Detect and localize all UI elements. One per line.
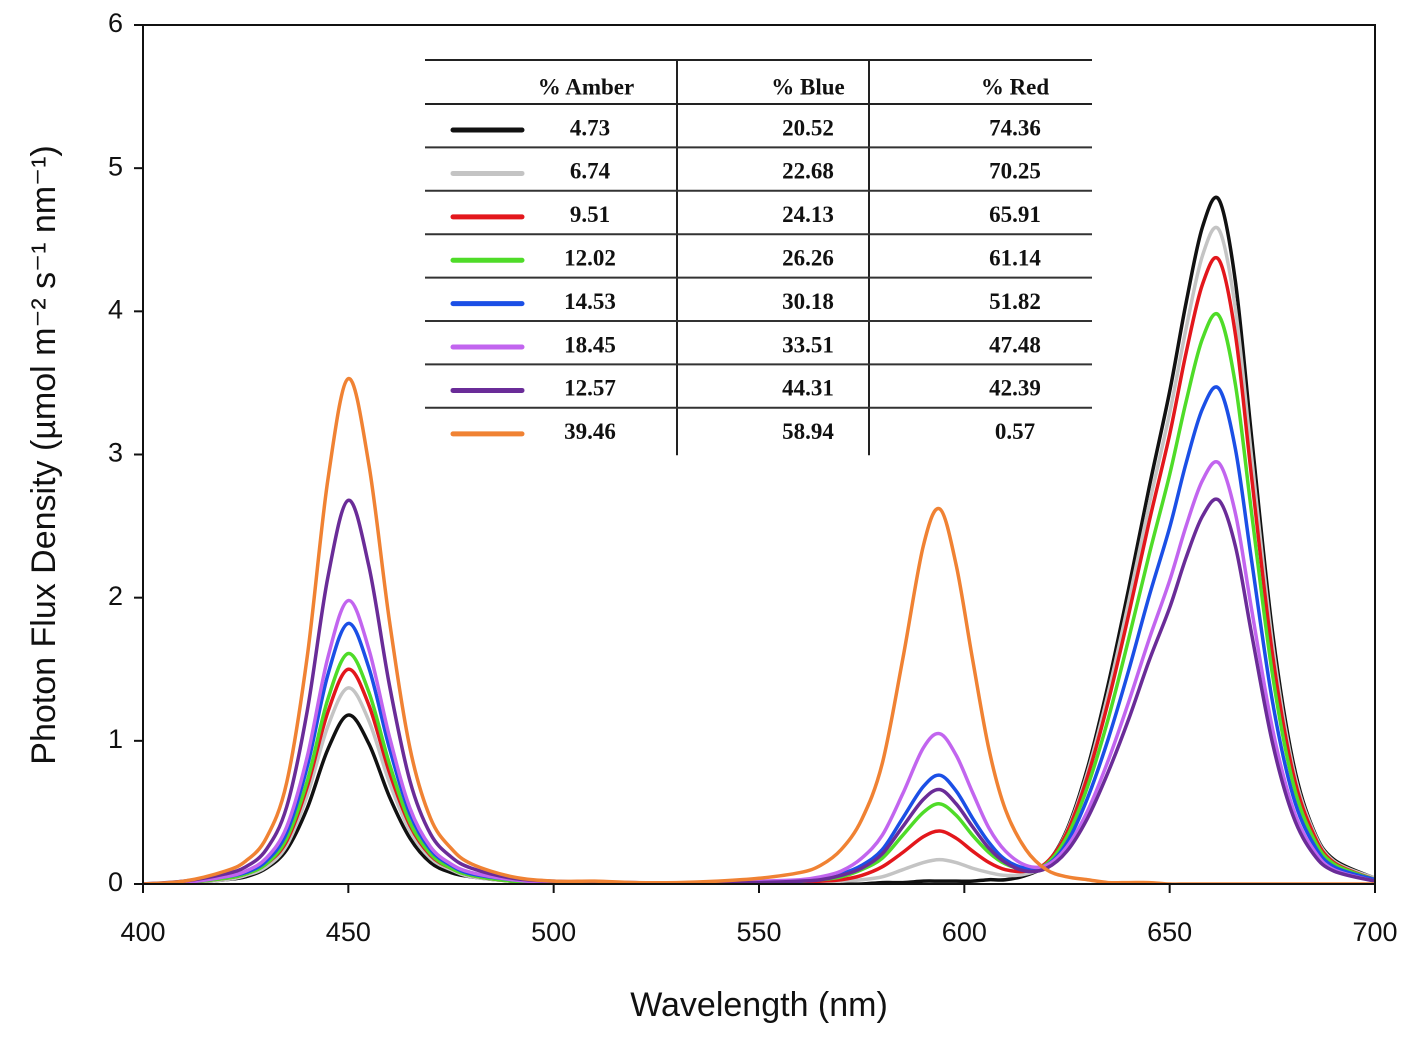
legend-value: 14.53 xyxy=(564,289,616,314)
legend-value: 39.46 xyxy=(564,419,616,444)
legend-value: 70.25 xyxy=(989,159,1041,184)
y-tick-label: 2 xyxy=(108,581,123,611)
legend-value: 30.18 xyxy=(782,289,834,314)
legend-value: 12.57 xyxy=(564,376,616,401)
spectrum-line xyxy=(143,497,1375,884)
x-tick-label: 700 xyxy=(1352,917,1397,947)
x-tick-label: 650 xyxy=(1147,917,1192,947)
x-tick-label: 550 xyxy=(736,917,781,947)
legend-value: 33.51 xyxy=(782,332,834,357)
plot-lines xyxy=(143,195,1375,884)
legend-table: % Amber % Blue % Red 4.73 20.52 74.36 6.74 22.6… xyxy=(425,59,1092,456)
legend-value: 6.74 xyxy=(570,159,611,184)
spectrum-line xyxy=(143,312,1375,884)
legend-value: 44.31 xyxy=(782,376,834,401)
spectrum-line xyxy=(143,256,1375,884)
x-tick-label: 400 xyxy=(120,917,165,947)
legend-value: 26.26 xyxy=(782,246,834,271)
spectrum-line xyxy=(143,460,1375,884)
legend-value: 22.68 xyxy=(782,159,834,184)
legend-value: 18.45 xyxy=(564,332,616,357)
y-tick-label: 0 xyxy=(108,867,123,897)
y-tick-label: 5 xyxy=(108,151,123,181)
legend-value: 51.82 xyxy=(989,289,1041,314)
spectrum-line xyxy=(143,195,1375,884)
y-tick-label: 1 xyxy=(108,724,123,754)
legend-value: 74.36 xyxy=(989,115,1041,140)
x-tick-label: 600 xyxy=(942,917,987,947)
y-axis-label: Photon Flux Density (µmol m⁻² s⁻¹ nm⁻¹) xyxy=(25,145,63,764)
legend-value: 58.94 xyxy=(782,419,834,444)
spectrum-line xyxy=(143,385,1375,884)
x-tick-label: 500 xyxy=(531,917,576,947)
spectrum-line xyxy=(143,225,1375,884)
table-header: % Red xyxy=(981,74,1050,99)
legend-value: 42.39 xyxy=(989,376,1041,401)
x-tick-label: 450 xyxy=(326,917,371,947)
table-header: % Blue xyxy=(771,74,844,99)
y-tick-label: 4 xyxy=(108,294,123,324)
legend-value: 9.51 xyxy=(570,202,610,227)
legend-value: 24.13 xyxy=(782,202,834,227)
legend-value: 61.14 xyxy=(989,246,1041,271)
spectrum-line xyxy=(143,376,1375,884)
legend-value: 47.48 xyxy=(989,332,1041,357)
y-tick-label: 6 xyxy=(108,8,123,38)
x-axis-label: Wavelength (nm) xyxy=(630,986,888,1024)
legend-value: 0.57 xyxy=(995,419,1035,444)
y-tick-label: 3 xyxy=(108,438,123,468)
legend-value: 65.91 xyxy=(989,202,1041,227)
legend-value: 12.02 xyxy=(564,246,616,271)
table-header: % Amber xyxy=(538,74,634,99)
legend-value: 4.73 xyxy=(570,115,610,140)
legend-value: 20.52 xyxy=(782,115,834,140)
